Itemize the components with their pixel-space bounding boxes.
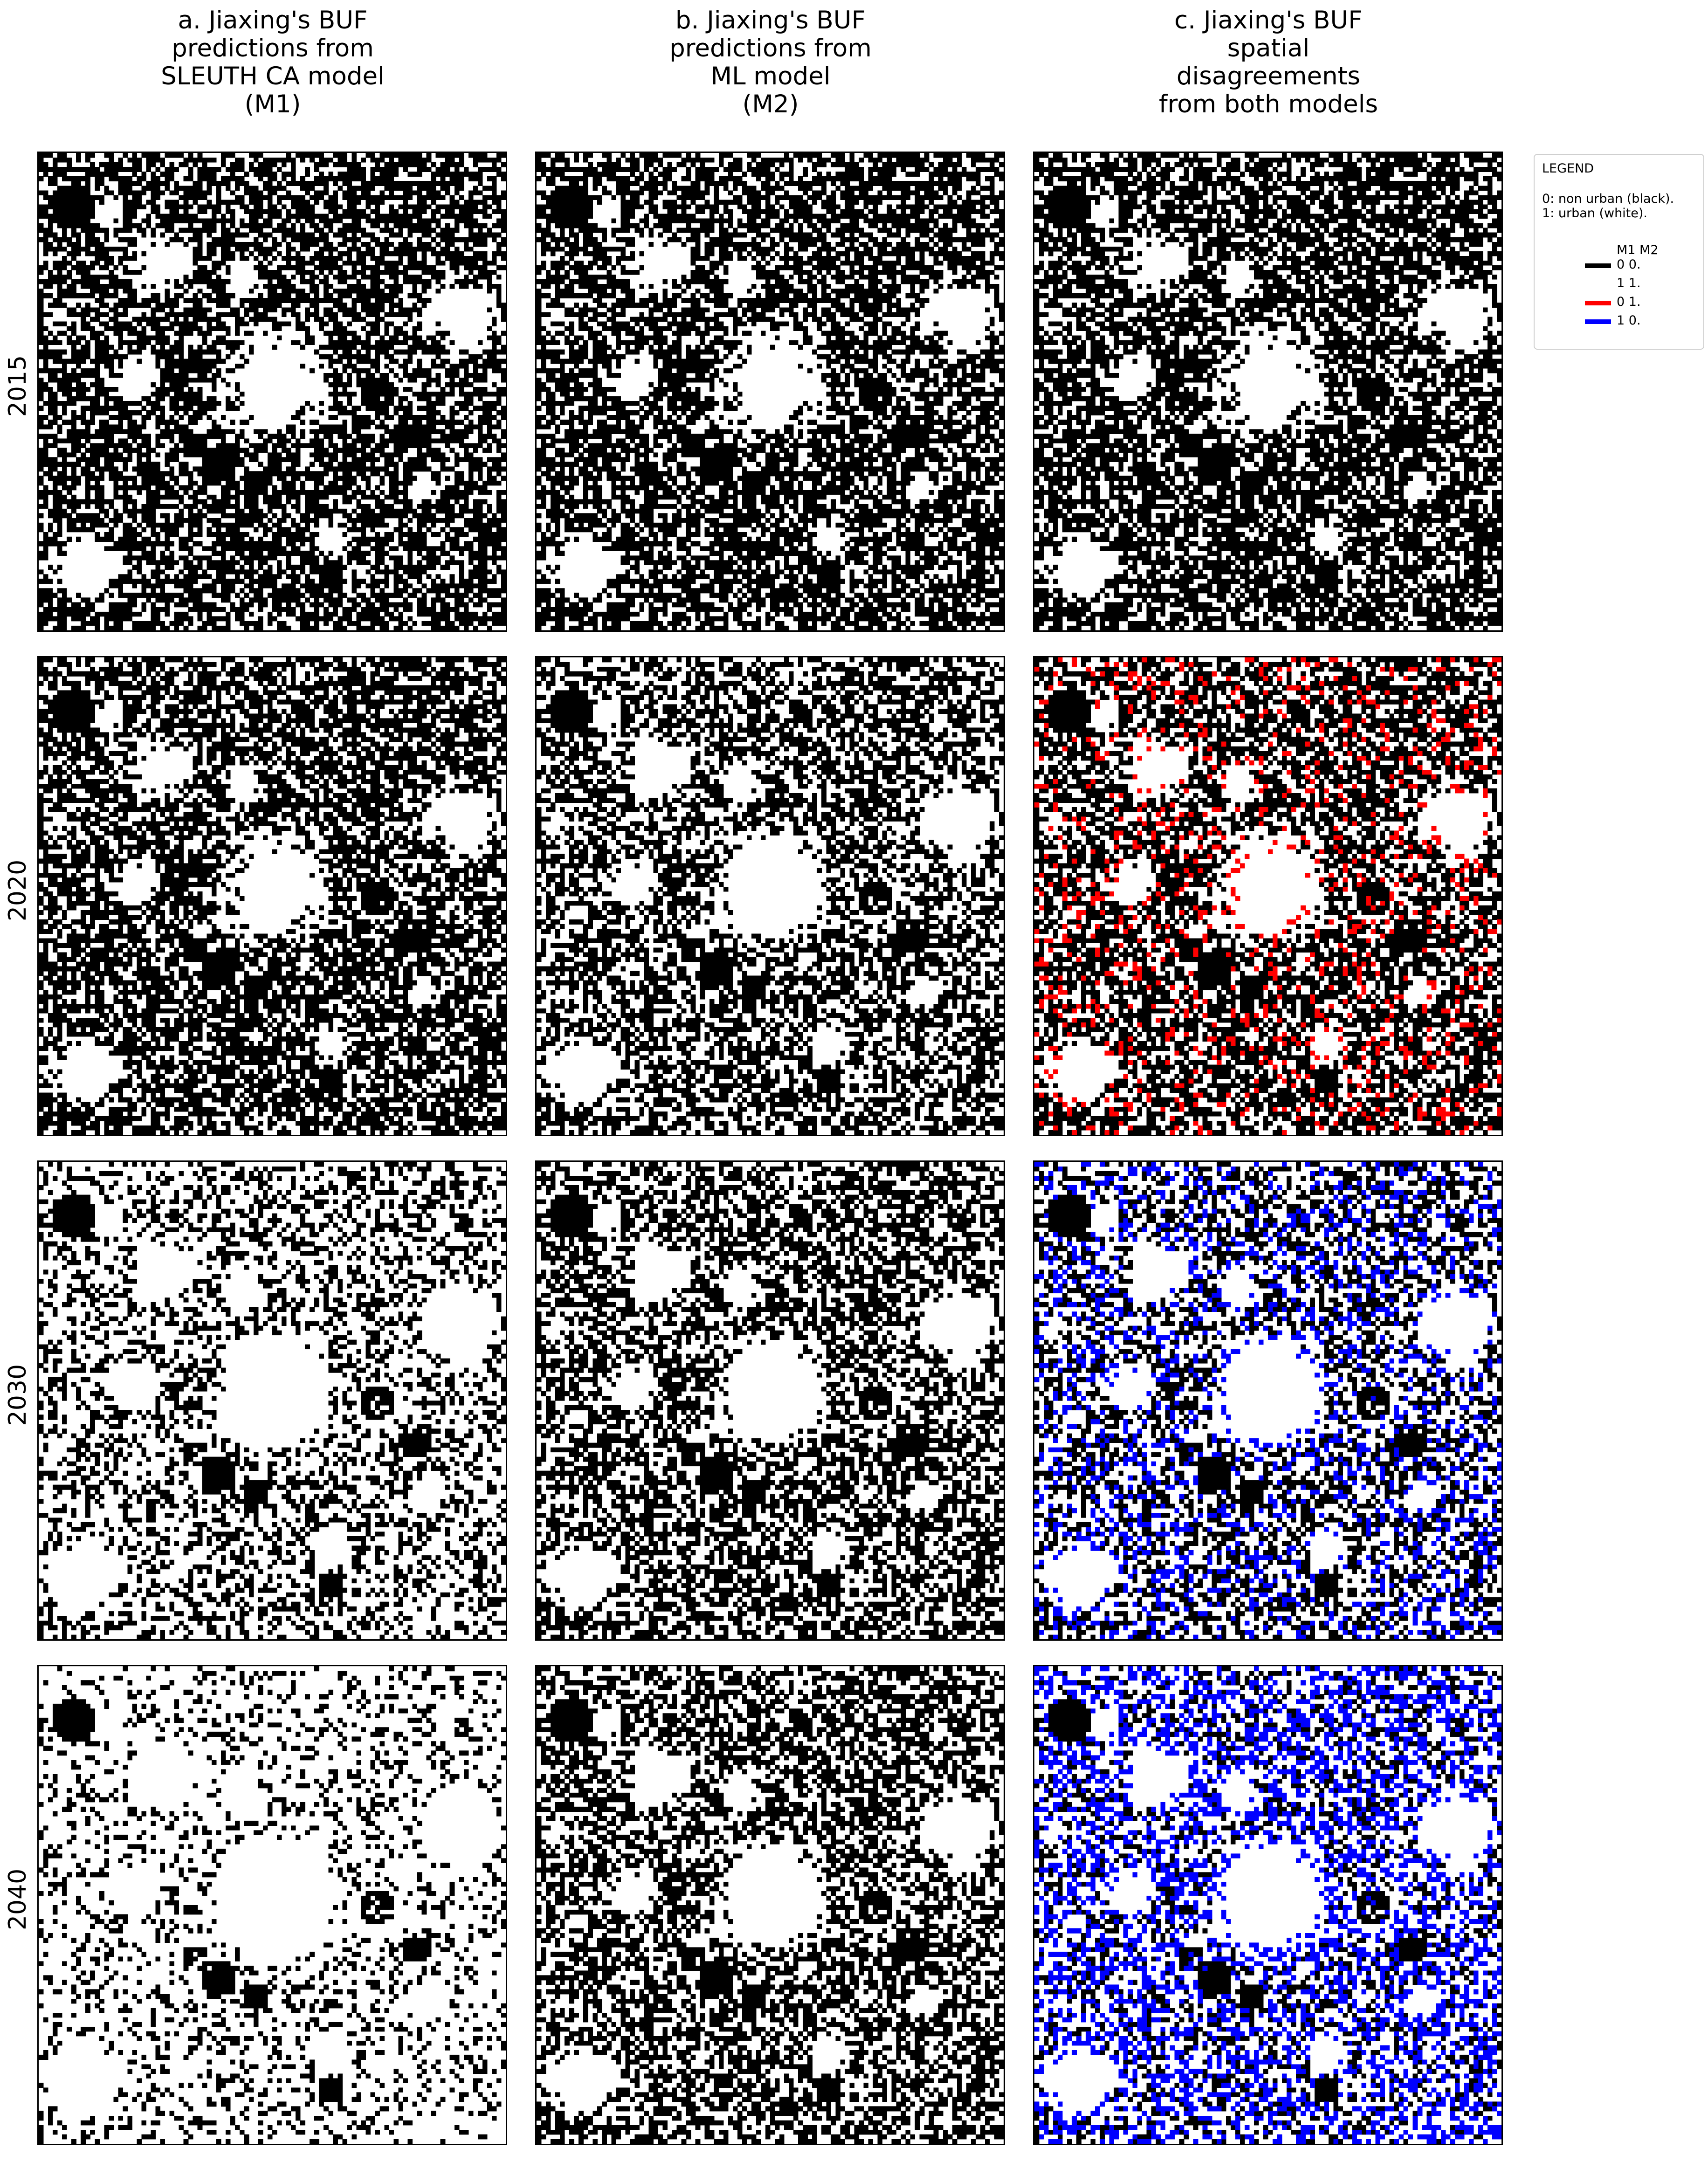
row-label-2030: 2030 [4,1325,32,1465]
map-m1-2020-raster [39,657,506,1135]
map-disagreement-2015 [1033,152,1503,632]
map-m2-2040-raster [537,1666,1004,2144]
legend-entry-0-0: 0 0. [1542,257,1696,276]
map-m2-2040 [535,1665,1005,2145]
map-m1-2015 [37,152,507,632]
map-m1-2020 [37,656,507,1136]
map-m2-2030-raster [537,1162,1004,1639]
map-m1-2030 [37,1160,507,1641]
column-title-c-line-2: spatial [1033,35,1504,62]
map-disagreement-2020 [1033,656,1503,1136]
legend-entry-label: 1 1. [1617,276,1641,290]
map-m1-2015-raster [39,153,506,630]
legend-swatch-red [1585,301,1611,305]
column-title-b-line-1: b. Jiaxing's BUF [535,7,1006,35]
column-title-c: c. Jiaxing's BUF spatial disagreements f… [1033,7,1504,118]
map-disagreement-2020-raster [1034,657,1501,1135]
year-label: 2020 [4,860,32,921]
column-title-b-line-2: predictions from [535,35,1006,62]
legend-swatch-white [1585,282,1611,287]
column-title-b: b. Jiaxing's BUF predictions from ML mod… [535,7,1006,118]
legend-entry-label: 1 0. [1617,313,1641,328]
year-label: 2040 [4,1869,32,1930]
map-disagreement-2015-raster [1034,153,1501,630]
legend-entry-label: 0 0. [1617,257,1641,272]
year-label: 2015 [4,355,32,417]
legend-header: M1 M2 [1542,243,1696,257]
map-m2-2015-raster [537,153,1004,630]
map-m2-2020-raster [537,657,1004,1135]
row-label-2020: 2020 [4,821,32,960]
legend-entry-label: 0 1. [1617,295,1641,309]
column-title-b-line-3: ML model [535,62,1006,90]
row-label-2015: 2015 [4,316,32,456]
map-m2-2020 [535,656,1005,1136]
legend-note-urban: 1: urban (white). [1542,206,1696,221]
legend-swatch-blue [1585,319,1611,324]
column-title-c-line-3: disagreements [1033,62,1504,90]
map-m2-2030 [535,1160,1005,1641]
legend-title: LEGEND [1542,161,1696,176]
row-label-2040: 2040 [4,1830,32,1969]
column-title-a: a. Jiaxing's BUF predictions from SLEUTH… [37,7,508,118]
column-title-a-line-1: a. Jiaxing's BUF [37,7,508,35]
column-title-a-line-4: (M1) [37,90,508,118]
map-disagreement-2030 [1033,1160,1503,1641]
column-title-a-line-2: predictions from [37,35,508,62]
column-title-a-line-3: SLEUTH CA model [37,62,508,90]
legend: LEGEND 0: non urban (black). 1: urban (w… [1534,154,1704,350]
legend-entry-0-1: 0 1. [1542,295,1696,313]
year-label: 2030 [4,1364,32,1426]
map-disagreement-2040 [1033,1665,1503,2145]
map-disagreement-2030-raster [1034,1162,1501,1639]
map-m2-2015 [535,152,1005,632]
map-m1-2040 [37,1665,507,2145]
legend-note-non-urban: 0: non urban (black). [1542,192,1696,206]
column-title-c-line-4: from both models [1033,90,1504,118]
column-title-c-line-1: c. Jiaxing's BUF [1033,7,1504,35]
map-disagreement-2040-raster [1034,1666,1501,2144]
legend-swatch-black [1585,263,1611,268]
legend-entry-1-0: 1 0. [1542,313,1696,332]
legend-entry-1-1: 1 1. [1542,276,1696,295]
column-title-b-line-4: (M2) [535,90,1006,118]
map-m1-2040-raster [39,1666,506,2144]
map-m1-2030-raster [39,1162,506,1639]
